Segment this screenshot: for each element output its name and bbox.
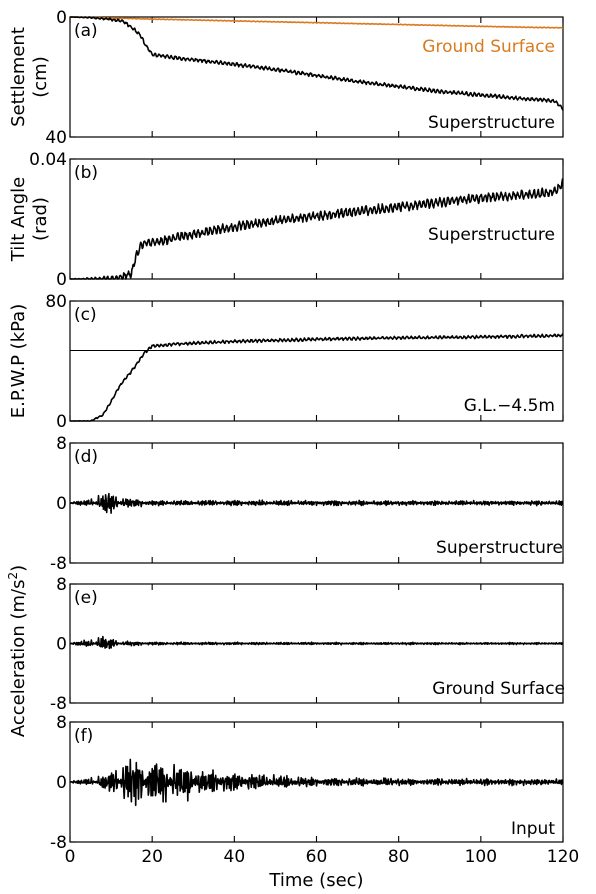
series-label: Input [511,819,555,839]
y-tick-label: 0 [56,412,67,432]
panel-a: 0 40 (a) Settlement (cm) Ground Surface Supers… [8,8,564,148]
series-line-0 [69,635,564,650]
x-tick-label: 40 [224,847,246,867]
panel-label: (a) [74,21,98,41]
panel-e: 8 0 -8 (e) Ground Surface [50,575,565,714]
y-axis-unit: (rad) [30,197,51,241]
series-line-0 [69,16,564,29]
series-label: G.L.−4.5m [464,396,555,416]
panel-label: (c) [74,305,97,325]
panel-label: (f) [74,726,93,746]
series-line-0 [69,333,564,422]
y-tick-label: 0 [56,773,67,793]
y-axis-unit: (cm) [30,56,51,97]
plot-frame [69,158,564,280]
y-tick-label: 0 [56,270,67,290]
y-tick-label: 40 [45,128,67,148]
series-line-0 [69,178,564,280]
y-tick-label: -8 [50,833,67,853]
x-tick-label: 80 [388,847,410,867]
series-label: Superstructure [428,113,555,133]
panel-c: 0 80 (c) E.P.W.P (kPa) G.L.−4.5m [8,292,564,432]
y-tick-label: 0 [56,8,67,28]
y-tick-label: -8 [50,694,67,714]
series-line-0 [69,758,564,807]
x-tick-label: 60 [306,847,328,867]
x-tick-label: 120 [547,847,579,867]
series-label: Ground Surface [432,679,565,699]
acceleration-axis-title: Acceleration (m/s2) [6,565,29,737]
y-tick-label: 8 [56,575,67,595]
series-line-0 [69,492,564,514]
y-tick-label: 0.04 [29,150,67,170]
x-tick-label: 20 [141,847,163,867]
panel-label: (b) [74,163,98,183]
y-axis-title: Tilt Angle [8,177,29,262]
x-tick-label: 0 [65,847,76,867]
panel-d: 8 0 -8 (d) Superstructure [50,434,564,574]
series-label: Ground Surface [422,37,555,57]
series-line-1 [69,16,564,111]
y-tick-label: 8 [56,434,67,454]
series-label: Superstructure [436,538,563,558]
panel-label: (e) [74,588,98,608]
y-tick-label: 0 [56,494,67,514]
y-axis-title: E.P.W.P (kPa) [8,304,29,418]
series-label: Superstructure [428,225,555,245]
panel-label: (d) [74,447,98,467]
x-axis-title: Time (sec) [268,870,363,891]
y-tick-label: 0 [56,635,67,655]
x-tick-label: 100 [465,847,497,867]
y-tick-label: 8 [56,713,67,733]
panel-b: 0 0.04 (b) Tilt Angle (rad) Superstructure [8,150,564,290]
y-tick-label: 80 [45,292,67,312]
y-tick-label: -8 [50,554,67,574]
y-axis-title: Settlement [8,27,29,127]
